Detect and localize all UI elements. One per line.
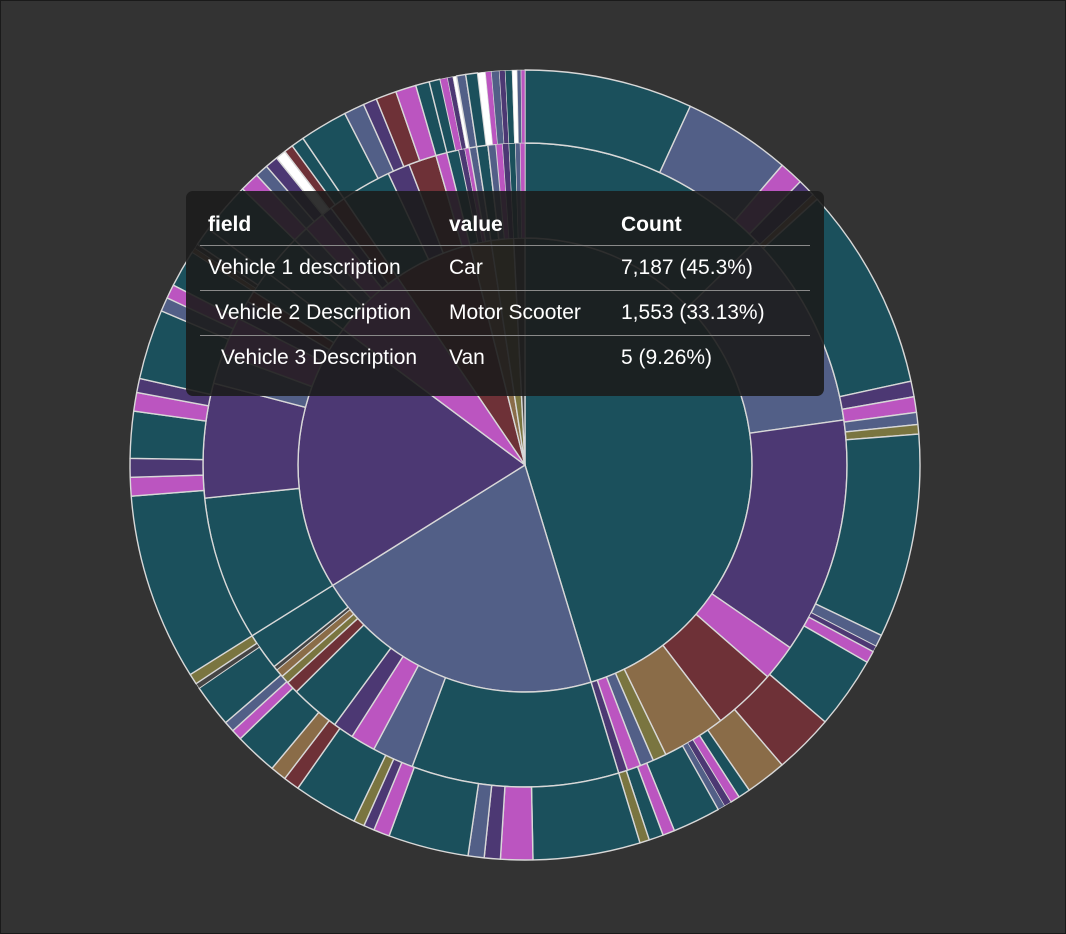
tooltip-count: 1,553 (33.13%) (613, 290, 810, 336)
tooltip-header-row: field value Count (200, 205, 810, 246)
sunburst-segment-motorcycle[interactable] (129, 457, 204, 479)
tooltip-field: Vehicle 1 description (200, 245, 441, 291)
tooltip-header-field: field (200, 205, 441, 246)
tooltip-value: Car (441, 245, 613, 291)
tooltip-row: Vehicle 3 Description Van 5 (9.26%) (200, 336, 810, 381)
sunburst-segment-pedal-cycle[interactable] (520, 69, 526, 144)
tooltip-header-count: Count (613, 205, 810, 246)
tooltip-row: Vehicle 2 Description Motor Scooter 1,55… (200, 290, 810, 336)
tooltip-field: Vehicle 3 Description (221, 346, 418, 369)
sunburst-segment-car[interactable] (411, 676, 620, 788)
sunburst-segment-pedal-cycle[interactable] (499, 785, 534, 861)
tooltip-field: Vehicle 2 Description (200, 290, 441, 336)
tooltip-count: 7,187 (45.3%) (613, 245, 810, 291)
tooltip-table: field value Count Vehicle 1 description … (200, 205, 810, 380)
tooltip-header-value: value (441, 205, 613, 246)
tooltip-value: Motor Scooter (441, 290, 613, 336)
tooltip-value: Van (449, 346, 485, 369)
hover-tooltip: field value Count Vehicle 1 description … (186, 191, 824, 396)
tooltip-row: Vehicle 1 description Car 7,187 (45.3%) (200, 245, 810, 291)
tooltip-count: 5 (9.26%) (621, 346, 713, 369)
